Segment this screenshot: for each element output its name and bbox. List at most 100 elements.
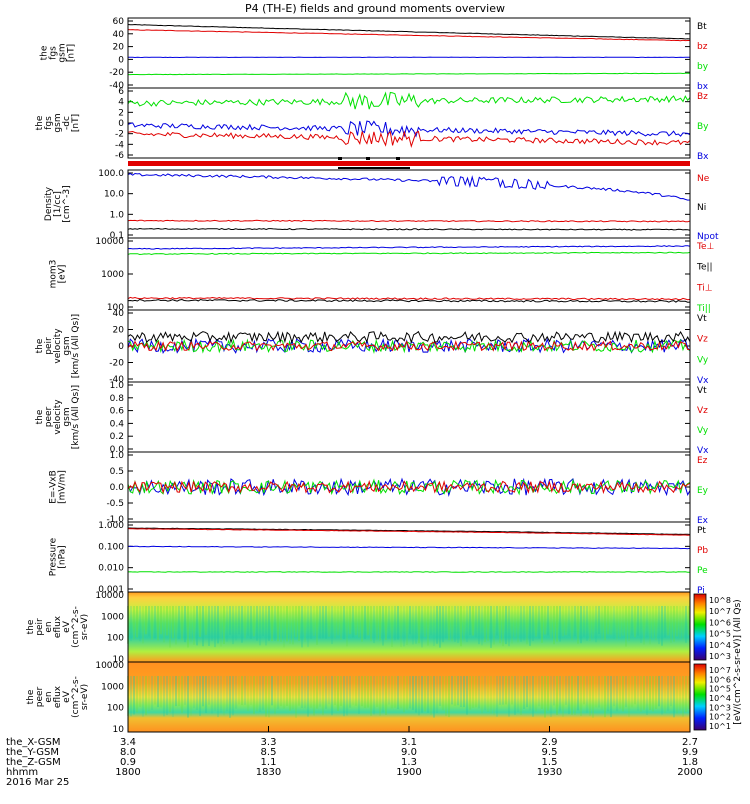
ytick-label: 20 <box>113 43 125 53</box>
mode-marker <box>396 157 400 160</box>
ytick-label: 40 <box>113 30 125 40</box>
ytick-label: 100.0 <box>98 169 124 179</box>
legend-entry: Pb <box>697 546 708 556</box>
panel-3: Density[1/cc][cm^-3]100.010.01.00.1NeNiN… <box>44 169 719 242</box>
panel-frame <box>128 382 690 452</box>
ytick-label: 10 <box>113 725 125 735</box>
colorbar-tick: 10^8 <box>709 596 731 605</box>
panel-6: thepeervelocitygsm[km/s (All Qs)] 1.0 0.8 0… <box>35 381 709 456</box>
legend-entry: Vz <box>697 406 708 416</box>
ytick-label: -20 <box>109 68 124 78</box>
series-line-black <box>128 332 690 343</box>
legend-entry: Bz <box>697 92 708 102</box>
series-line-green <box>128 73 690 74</box>
legend-entry: Vx <box>697 376 709 386</box>
ytick-label: 100 <box>107 634 124 644</box>
series-line-blue <box>128 546 690 549</box>
ytick-label: 1.0 <box>110 381 125 391</box>
figure-title: P4 (TH-E) fields and ground moments over… <box>245 2 505 15</box>
panel-ylabel: thepeerenefluxeV(cm^2-s-sr-eV) <box>26 676 90 718</box>
colorbar-tick: 10^2 <box>709 713 731 722</box>
legend-entry: Pe <box>697 566 708 576</box>
legend-entry: bx <box>697 82 709 92</box>
colorbar-tick: 10^1 <box>709 722 731 731</box>
date-label: 2016 Mar 25 <box>6 777 69 788</box>
ytick-label: 0 <box>118 55 124 65</box>
panel-ylabel: thepeervelocitygsm[km/s (All Qs)] <box>35 385 81 449</box>
legend-entry: Vy <box>697 426 709 436</box>
ytick-label: 0.8 <box>110 394 125 404</box>
legend-entry: Ey <box>697 486 709 496</box>
ytick-label: 10000 <box>95 237 124 247</box>
panel-ylabel: mom3[eV] <box>49 260 68 289</box>
legend-entry: Ex <box>697 516 709 526</box>
ytick-label: -4 <box>115 140 124 150</box>
panel-frame <box>128 170 690 238</box>
series-line-red <box>128 297 690 299</box>
colorbar <box>694 594 706 660</box>
ytick-label: 1000 <box>101 612 124 622</box>
legend-entry: Vy <box>697 355 709 365</box>
colorbar-tick: 10^5 <box>709 685 731 694</box>
panel-ylabel: thepeirenefluxeV(cm^2-s-sr-eV) <box>26 606 90 648</box>
ytick-label: 4 <box>118 98 124 108</box>
mode-marker <box>366 157 370 160</box>
panel-ylabel: E=-VxB[mV/m] <box>49 470 68 504</box>
colorbar-tick: 10^6 <box>709 618 731 627</box>
legend-entry: Te⊥ <box>696 242 715 252</box>
ytick-label: 0 <box>118 342 124 352</box>
ytick-label: 40 <box>113 309 125 319</box>
legend-entry: Ez <box>697 456 708 466</box>
panel-ylabel: thefgsgsm-dc[nT] <box>35 113 81 132</box>
ytick-label: 1000 <box>101 270 124 280</box>
legend-entry: by <box>697 62 709 72</box>
ytick-label: 1.0 <box>110 210 125 220</box>
legend-entry: Npot <box>697 232 719 242</box>
ytick-label: -20 <box>109 359 124 369</box>
mode-marker <box>338 157 342 160</box>
legend-entry: Ti⊥ <box>696 283 713 293</box>
ytick-label: 2 <box>118 108 124 118</box>
panel-ylabel: thepeirvelocitygsm[km/s (All Qs)] <box>35 314 81 378</box>
legend-entry: Vx <box>697 446 709 456</box>
ytick-label: 0.010 <box>98 564 124 574</box>
legend-entry: Ne <box>697 174 710 184</box>
xtick-label: 1930 <box>537 767 562 778</box>
ytick-label: 10000 <box>95 661 124 671</box>
colorbar-label: [eV/(cm^2-s-sr-eV)] (All Qs) <box>733 599 743 724</box>
colorbar-tick: 10^3 <box>709 703 731 712</box>
ytick-label: 0.100 <box>98 542 124 552</box>
ytick-label: 0.5 <box>110 467 124 477</box>
legend-entry: Vt <box>697 314 707 324</box>
ytick-label: 100 <box>107 704 124 714</box>
series-line-green <box>128 93 690 110</box>
colorbar-tick: 10^6 <box>709 675 731 684</box>
series-line-red <box>128 220 690 222</box>
colorbar-tick: 10^4 <box>709 641 731 650</box>
legend-entry: Bt <box>697 22 707 32</box>
colorbar-tick: 10^7 <box>709 607 731 616</box>
panel-ylabel: Pressure[nPa] <box>49 537 68 576</box>
series-line-red <box>128 529 690 536</box>
series-line-black <box>128 300 690 303</box>
legend-entry: Ni <box>697 203 706 213</box>
colorbar-tick: 10^5 <box>709 630 731 639</box>
legend-entry: Vz <box>697 335 708 345</box>
xtick-label: 1900 <box>396 767 421 778</box>
panel-10: thepeerenefluxeV(cm^2-s-sr-eV) 10000 1000 1… <box>26 661 731 735</box>
series-line-blue <box>128 246 690 249</box>
ytick-label: 20 <box>113 326 125 336</box>
mode-marker <box>338 167 410 169</box>
legend-entry: Te|| <box>696 263 713 273</box>
xtick-label: 1800 <box>115 767 140 778</box>
series-line-black <box>128 229 690 231</box>
panel-ylabel: Density[1/cc][cm^-3] <box>44 185 72 222</box>
colorbar-tick: 10^3 <box>709 652 731 661</box>
ytick-label: 1000 <box>101 682 124 692</box>
xtick-label: 2000 <box>677 767 702 778</box>
ytick-label: 0.2 <box>110 432 124 442</box>
